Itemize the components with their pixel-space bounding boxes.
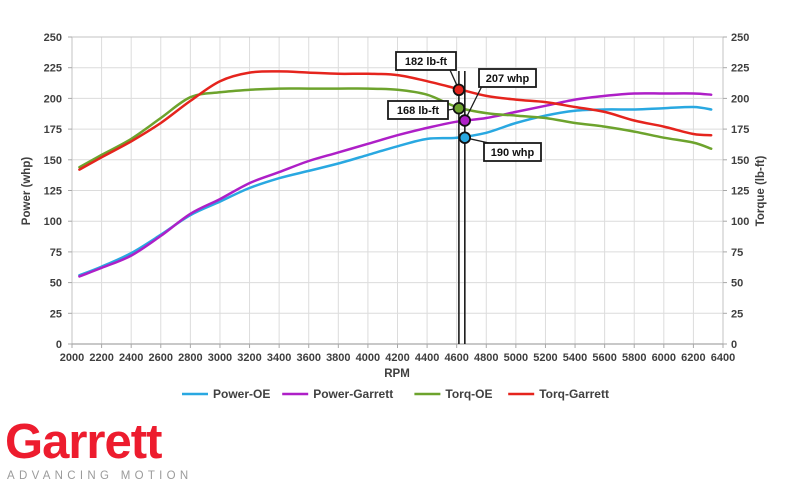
marker-dot-torq-oe — [452, 102, 466, 115]
y-left-tick-label: 25 — [50, 308, 62, 320]
x-tick-label: 6200 — [681, 352, 705, 364]
y-left-tick-label: 0 — [56, 339, 62, 351]
x-tick-label: 2800 — [178, 352, 202, 364]
x-tick-label: 2600 — [149, 352, 173, 364]
y-left-tick-label: 250 — [44, 32, 62, 44]
x-tick-label: 4800 — [474, 352, 498, 364]
garrett-tagline: ADVANCING MOTION — [7, 470, 193, 482]
x-tick-label: 3200 — [237, 352, 261, 364]
x-tick-label: 5600 — [592, 352, 616, 364]
x-tick-label: 6400 — [711, 352, 735, 364]
y-left-tick-label: 175 — [44, 124, 62, 136]
callout-label-3: 207 whp — [486, 73, 530, 85]
y-axis-left-labels: 0 25 50 75 100 125 150 175 200 225 250 — [44, 32, 62, 351]
axis-tick-marks — [68, 36, 727, 348]
y-left-tick-label: 200 — [44, 93, 62, 105]
garrett-logo: Garrett ADVANCING MOTION — [5, 415, 193, 483]
legend-item-power-garrett: Power-Garrett — [282, 387, 393, 401]
marker-dot-power-oe — [458, 131, 472, 144]
series-line-power-oe — [78, 105, 713, 277]
callout-box-4 — [483, 142, 542, 162]
x-tick-label: 5400 — [563, 352, 587, 364]
y-right-tick-label: 50 — [731, 278, 743, 290]
garrett-wordmark: Garrett — [5, 415, 162, 469]
annotations: 182 lb-ft 168 lb-ft 207 whp 190 whp — [387, 51, 542, 162]
legend-item-torq-oe: Torq-OE — [414, 387, 493, 401]
series-line-torq-oe — [78, 87, 713, 169]
y-left-tick-label: 75 — [50, 247, 62, 259]
x-tick-label: 4600 — [444, 352, 468, 364]
x-tick-label: 5200 — [533, 352, 557, 364]
y-right-tick-label: 75 — [731, 247, 743, 259]
callout-label-4: 190 whp — [491, 147, 535, 159]
x-tick-label: 3600 — [296, 352, 320, 364]
callout-label-2: 168 lb-ft — [397, 105, 440, 117]
y-left-tick-label: 50 — [50, 278, 62, 290]
legend-label-torq-oe: Torq-OE — [445, 387, 492, 401]
y-right-tick-label: 175 — [731, 124, 749, 136]
y-right-tick-label: 100 — [731, 216, 749, 228]
y-right-tick-label: 200 — [731, 93, 749, 105]
callout-box-2 — [387, 100, 449, 120]
series-lines — [78, 70, 713, 278]
x-tick-label: 2000 — [60, 352, 84, 364]
x-tick-label: 3000 — [208, 352, 232, 364]
legend-label-torq-garrett: Torq-Garrett — [539, 387, 609, 401]
legend-label-power-oe: Power-OE — [213, 387, 270, 401]
callout-box-1 — [395, 51, 457, 71]
callout-label-1: 182 lb-ft — [405, 56, 448, 68]
dyno-chart: 182 lb-ft 168 lb-ft 207 whp 190 whp 0 25 50 75 1… — [21, 32, 767, 401]
x-tick-label: 4400 — [415, 352, 439, 364]
x-tick-label: 3400 — [267, 352, 291, 364]
series-line-torq-garrett — [78, 70, 713, 171]
y-axis-left-title: Power (whp) — [21, 157, 33, 226]
series-line-power-garrett — [78, 92, 713, 278]
callout-leader-3 — [464, 85, 483, 121]
y-axis-right-title: Torque (lb-ft) — [755, 155, 767, 226]
y-left-tick-label: 225 — [44, 63, 62, 75]
y-right-tick-label: 25 — [731, 308, 743, 320]
x-tick-label: 3800 — [326, 352, 350, 364]
x-tick-label: 2400 — [119, 352, 143, 364]
y-right-tick-label: 250 — [731, 32, 749, 44]
y-right-tick-label: 0 — [731, 339, 737, 351]
legend-item-torq-garrett: Torq-Garrett — [508, 387, 609, 401]
x-tick-label: 5000 — [504, 352, 528, 364]
x-axis-title: RPM — [384, 368, 410, 380]
x-tick-label: 5800 — [622, 352, 646, 364]
y-right-tick-label: 150 — [731, 155, 749, 167]
gridlines — [71, 36, 724, 345]
y-right-tick-label: 225 — [731, 63, 749, 75]
legend-label-power-garrett: Power-Garrett — [313, 387, 393, 401]
legend-item-power-oe: Power-OE — [182, 387, 270, 401]
marker-dot-torq-garrett — [452, 83, 466, 97]
y-axis-right-labels: 0 25 50 75 100 125 150 175 200 225 250 — [731, 32, 749, 351]
x-tick-label: 2200 — [89, 352, 113, 364]
y-right-tick-label: 125 — [731, 186, 749, 198]
y-left-tick-label: 100 — [44, 216, 62, 228]
x-tick-label: 4000 — [356, 352, 380, 364]
x-tick-label: 4200 — [385, 352, 409, 364]
marker-dot-power-garrett — [458, 114, 472, 127]
callout-box-3 — [478, 68, 537, 88]
legend: Power-OE Power-Garrett Torq-OE Torq-Garrett — [182, 387, 609, 401]
x-axis-labels: 2000 2200 2400 2600 2800 3000 3200 3400 3600 3800… — [60, 352, 735, 364]
y-left-tick-label: 125 — [44, 186, 62, 198]
x-tick-label: 6000 — [652, 352, 676, 364]
y-left-tick-label: 150 — [44, 155, 62, 167]
